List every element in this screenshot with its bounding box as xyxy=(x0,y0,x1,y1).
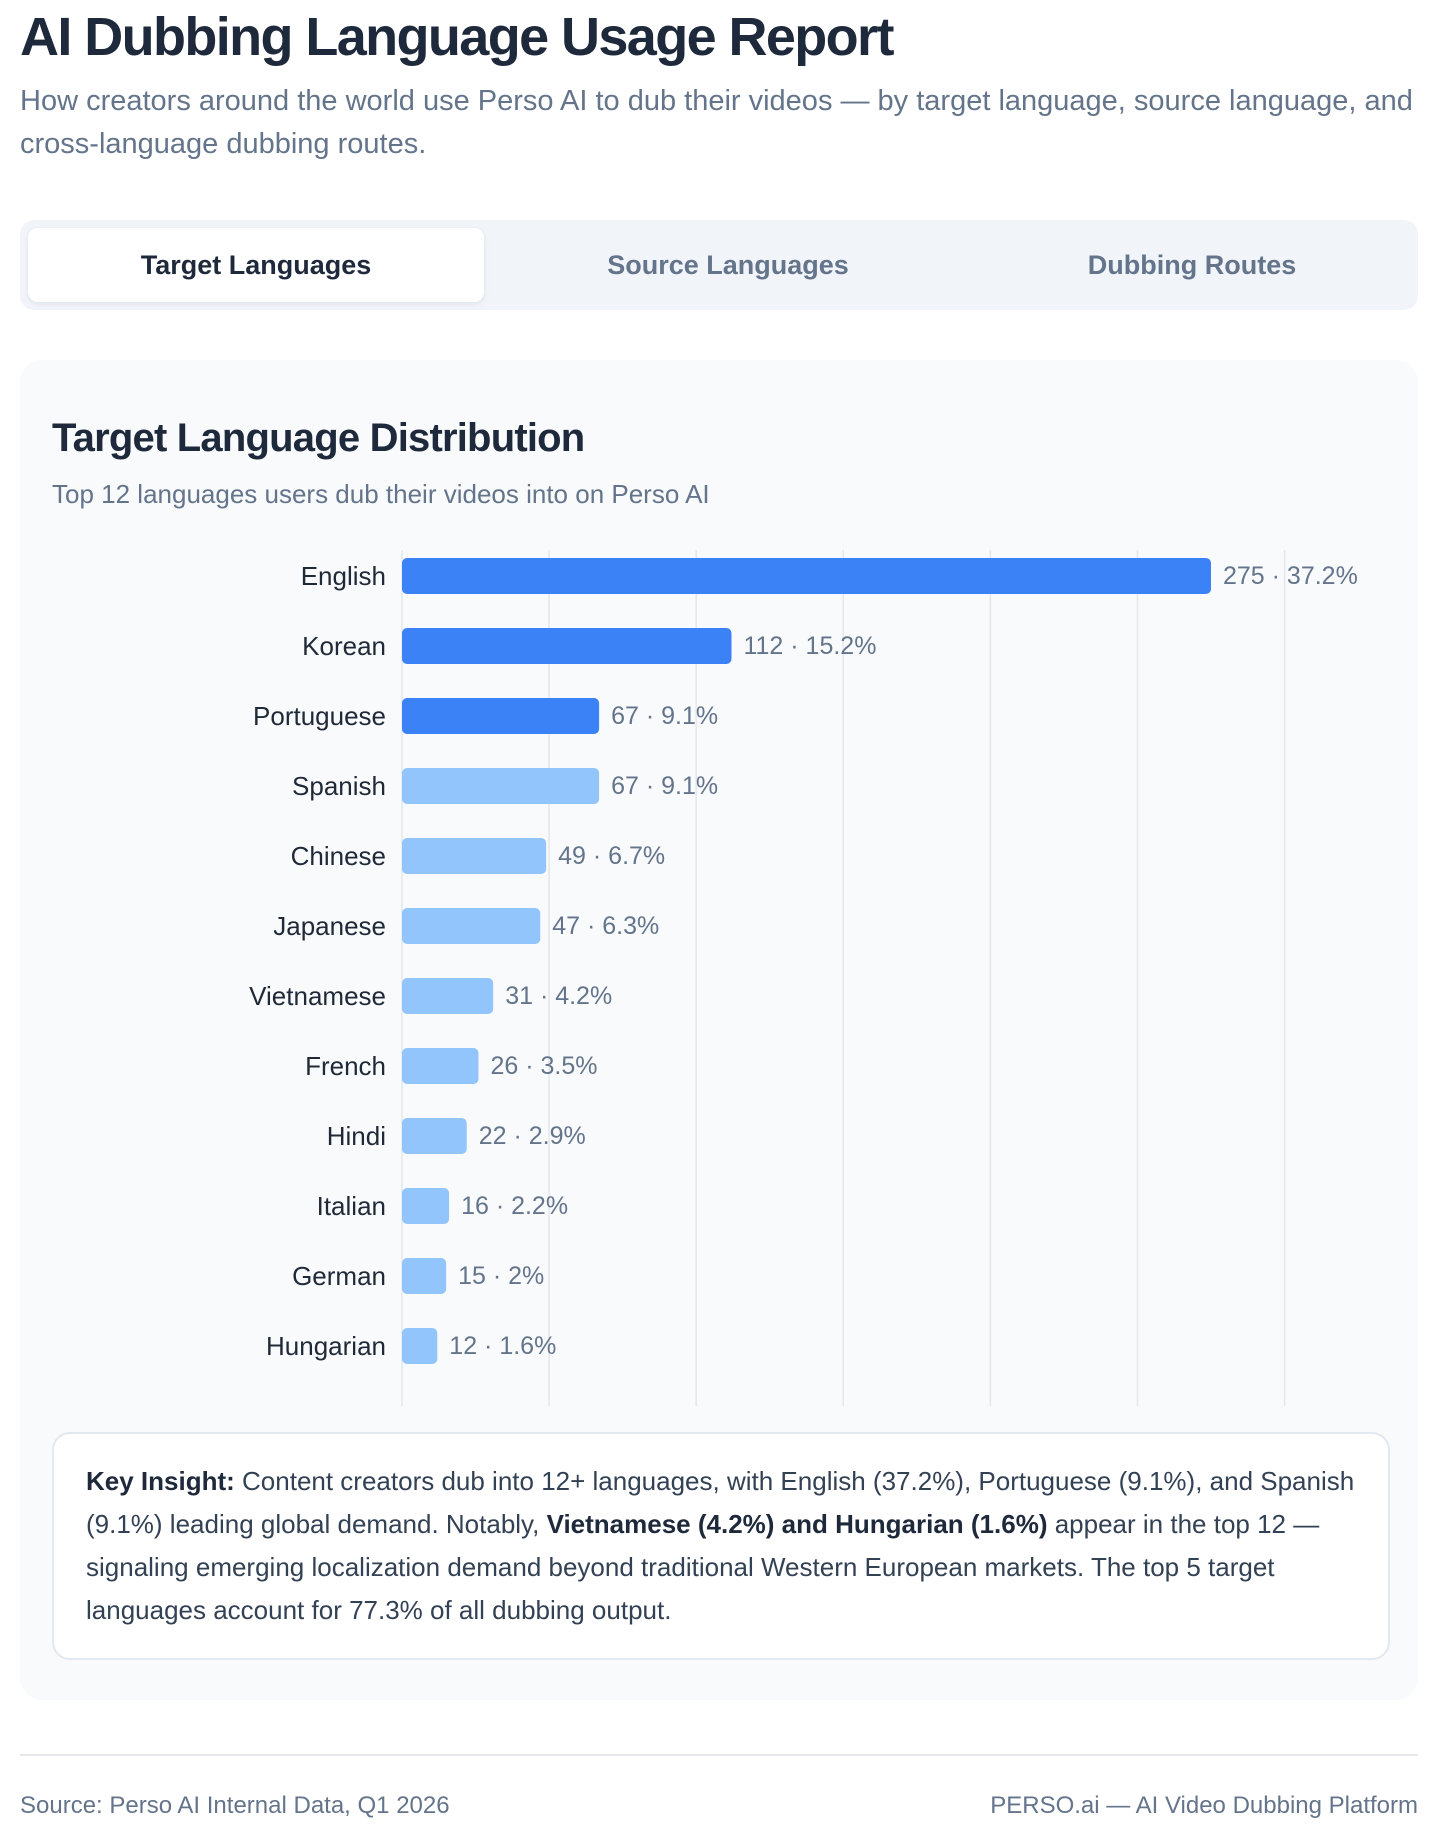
category-label: English xyxy=(301,561,386,591)
data-label: 67 · 9.1% xyxy=(611,772,718,800)
tab-target-languages[interactable]: Target Languages xyxy=(28,228,484,302)
category-label: French xyxy=(305,1051,386,1081)
data-label: 67 · 9.1% xyxy=(611,702,718,730)
data-label: 275 · 37.2% xyxy=(1223,562,1358,590)
category-label: Korean xyxy=(302,631,386,661)
bar-italian xyxy=(402,1188,450,1224)
data-label: 15 · 2% xyxy=(458,1262,544,1290)
category-label: German xyxy=(292,1261,386,1291)
key-insight-box: Key Insight: Content creators dub into 1… xyxy=(52,1432,1390,1660)
bar-korean xyxy=(402,628,732,664)
bar-hindi xyxy=(402,1118,467,1154)
tab-bar: Target Languages Source Languages Dubbin… xyxy=(20,220,1418,310)
bar-chart: English 275 · 37.2% Korean 112 · 15.2% Portu… xyxy=(249,550,1358,1406)
bar-vietnamese xyxy=(402,978,494,1014)
category-label: Spanish xyxy=(292,771,386,801)
category-label: Japanese xyxy=(273,911,386,941)
data-label: 26 · 3.5% xyxy=(490,1052,597,1080)
bar-spanish xyxy=(402,768,600,804)
category-label: Hindi xyxy=(327,1121,386,1151)
data-label: 47 · 6.3% xyxy=(552,912,659,940)
bar-hungarian xyxy=(402,1328,438,1364)
data-label: 12 · 1.6% xyxy=(449,1332,556,1360)
chart-title: Target Language Distribution xyxy=(52,416,585,460)
bar-chinese xyxy=(402,838,547,874)
chart-subtitle: Top 12 languages users dub their videos … xyxy=(52,479,710,509)
bar-english xyxy=(402,558,1211,594)
data-label: 112 · 15.2% xyxy=(743,632,876,660)
chart-card: Target Language Distribution Top 12 lang… xyxy=(20,360,1418,1700)
bar-japanese xyxy=(402,908,541,944)
tab-dubbing-routes[interactable]: Dubbing Routes xyxy=(1087,249,1297,280)
bar-german xyxy=(402,1258,447,1294)
insight-text-2: appear in the top 12 — signaling emergin… xyxy=(86,1509,1320,1625)
page-subtitle: How creators around the world use Perso … xyxy=(20,85,1413,160)
bar-french xyxy=(402,1048,479,1084)
category-label: Chinese xyxy=(291,841,386,871)
data-label: 31 · 4.2% xyxy=(505,982,612,1010)
footer-source: Source: Perso AI Internal Data, Q1 2026 xyxy=(20,1792,450,1819)
insight-text-1: Content creators dub into 12+ languages,… xyxy=(86,1466,1355,1539)
bar-portuguese xyxy=(402,698,600,734)
insight-label: Key Insight: xyxy=(86,1466,235,1496)
insight-highlight: Vietnamese (4.2%) and Hungarian (1.6%) xyxy=(546,1509,1048,1539)
page-title: AI Dubbing Language Usage Report xyxy=(20,7,894,67)
category-label: Hungarian xyxy=(266,1331,386,1361)
data-label: 49 · 6.7% xyxy=(558,842,665,870)
footer-divider xyxy=(20,1754,1418,1756)
footer-brand: PERSO.ai — AI Video Dubbing Platform xyxy=(990,1792,1418,1819)
tab-source-languages[interactable]: Source Languages xyxy=(607,249,849,280)
category-label: Italian xyxy=(317,1191,386,1221)
category-label: Vietnamese xyxy=(249,981,386,1011)
category-label: Portuguese xyxy=(253,701,386,731)
data-label: 22 · 2.9% xyxy=(479,1122,586,1150)
data-label: 16 · 2.2% xyxy=(461,1192,568,1220)
